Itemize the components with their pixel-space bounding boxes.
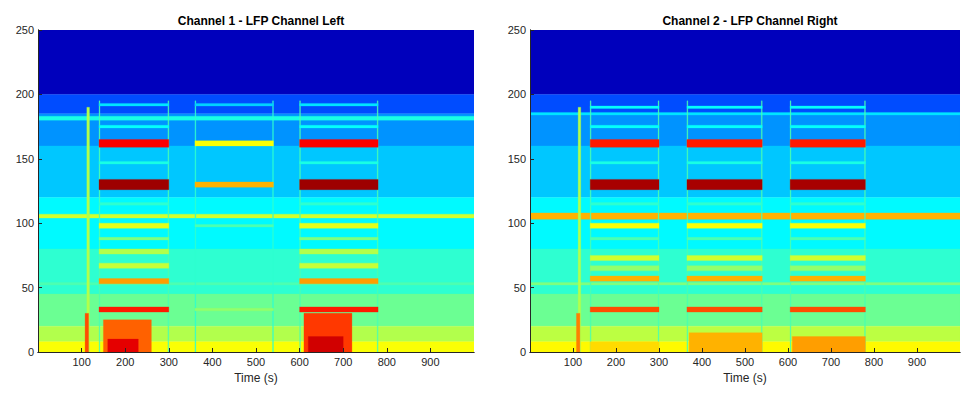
svg-text:250: 250: [16, 24, 34, 36]
svg-text:100: 100: [72, 356, 90, 368]
svg-text:900: 900: [421, 356, 439, 368]
svg-text:600: 600: [779, 356, 797, 368]
svg-text:100: 100: [564, 356, 582, 368]
svg-text:700: 700: [334, 356, 352, 368]
svg-text:600: 600: [290, 356, 308, 368]
svg-text:0: 0: [28, 346, 34, 358]
svg-text:200: 200: [16, 88, 34, 100]
svg-text:200: 200: [508, 88, 526, 100]
svg-text:250: 250: [508, 24, 526, 36]
svg-text:300: 300: [160, 356, 178, 368]
svg-text:400: 400: [203, 356, 221, 368]
svg-text:0: 0: [520, 346, 526, 358]
svg-text:100: 100: [508, 217, 526, 229]
svg-text:Time (s): Time (s): [723, 371, 767, 385]
svg-text:400: 400: [693, 356, 711, 368]
svg-text:200: 200: [607, 356, 625, 368]
svg-text:100: 100: [16, 217, 34, 229]
svg-text:Channel 1 - LFP Channel Left: Channel 1 - LFP Channel Left: [178, 14, 344, 28]
svg-text:150: 150: [508, 153, 526, 165]
svg-text:50: 50: [22, 282, 34, 294]
svg-text:200: 200: [116, 356, 134, 368]
svg-text:500: 500: [247, 356, 265, 368]
svg-text:900: 900: [908, 356, 926, 368]
svg-text:700: 700: [822, 356, 840, 368]
svg-text:800: 800: [378, 356, 396, 368]
svg-text:50: 50: [514, 282, 526, 294]
svg-text:500: 500: [736, 356, 754, 368]
svg-text:800: 800: [865, 356, 883, 368]
svg-text:Channel 2 - LFP Channel Right: Channel 2 - LFP Channel Right: [662, 14, 837, 28]
svg-text:300: 300: [650, 356, 668, 368]
svg-text:Time (s): Time (s): [234, 371, 278, 385]
svg-text:150: 150: [16, 153, 34, 165]
